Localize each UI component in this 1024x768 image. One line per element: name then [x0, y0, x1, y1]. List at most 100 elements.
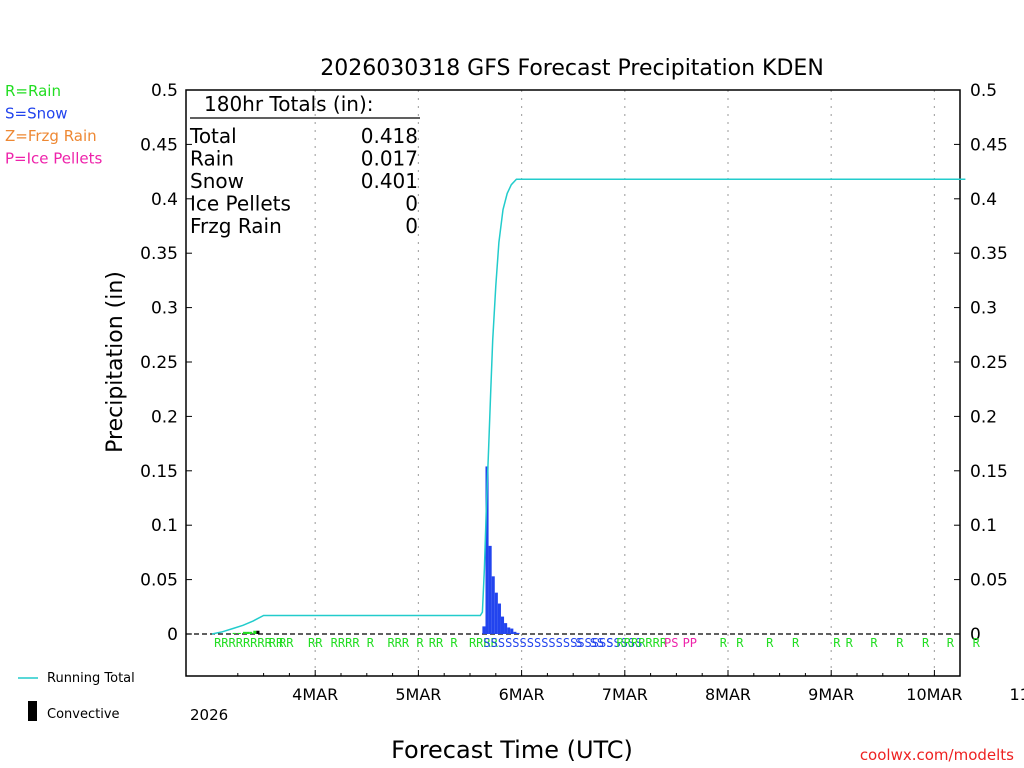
ptype-code-ice: PP — [683, 636, 697, 650]
y-tick-label-right: 0.5 — [970, 81, 997, 101]
y-tick-label-right: 0.2 — [970, 407, 997, 427]
ptype-code-rain: R — [922, 636, 930, 650]
y-tick-label-left: 0.35 — [140, 244, 178, 264]
y-tick-label-left: 0.05 — [140, 571, 178, 591]
credit-text: coolwx.com/modelts — [860, 746, 1014, 764]
ptype-legend: R=Rain S=Snow Z=Frzg Rain P=Ice Pellets — [5, 82, 102, 168]
y-tick-label-left: 0.5 — [151, 81, 178, 101]
snow-bar — [497, 603, 501, 634]
totals-label: Total — [189, 124, 237, 148]
rain-bar — [232, 632, 236, 634]
snow-bar — [494, 592, 498, 634]
ptype-code-rain: R — [736, 636, 744, 650]
snow-bar — [500, 616, 505, 634]
rain-bar — [249, 631, 253, 634]
legend-snow: S=Snow — [5, 105, 68, 123]
x-year-label: 2026 — [190, 706, 228, 724]
ptype-code-rain: RR — [308, 636, 323, 650]
ptype-code-rain: R — [766, 636, 774, 650]
legend-frzg: Z=Frzg Rain — [5, 127, 97, 145]
y-tick-label-left: 0.4 — [151, 190, 178, 210]
ptype-code-snow: S — [606, 636, 613, 650]
ptype-code-rain: R — [846, 636, 854, 650]
ptype-code-rain: R — [947, 636, 955, 650]
y-tick-label-right: 0.45 — [970, 135, 1008, 155]
y-tick-label-left: 0.15 — [140, 462, 178, 482]
totals-value: 0.401 — [361, 169, 418, 193]
snow-bar — [513, 631, 517, 634]
ptype-code-snow: SS — [590, 636, 604, 650]
legend-bar-swatch — [28, 701, 37, 721]
x-tick-label: 7MAR — [602, 685, 648, 704]
x-tick-label: 10MAR — [906, 685, 962, 704]
running-total-layer — [211, 178, 966, 635]
ptype-code-rain: R — [720, 636, 728, 650]
legend-running-total: Running Total — [47, 671, 135, 686]
ptype-code-snow: S — [575, 636, 582, 650]
y-tick-label-right: 0.3 — [970, 299, 997, 319]
snow-bar — [488, 545, 492, 634]
totals-value: 0 — [405, 192, 418, 216]
ptype-code-rain: R — [792, 636, 800, 650]
x-tick-label: 8MAR — [705, 685, 751, 704]
plot-frame — [185, 89, 961, 677]
ptype-code-rain: R — [870, 636, 878, 650]
totals-value: 0 — [405, 214, 418, 238]
y-tick-label-left: 0.3 — [151, 299, 178, 319]
ptype-row: RRRRRRRR RRRR RR RRRR R RRR R RR R RRRRSSSSSS… — [214, 636, 981, 650]
y-tick-label-right: 0.25 — [970, 353, 1008, 373]
totals-value: 0.418 — [361, 124, 418, 148]
totals-label: Frzg Rain — [190, 214, 282, 238]
legend-rain: R=Rain — [5, 82, 61, 100]
ptype-code-rain: RRR R — [387, 636, 424, 650]
rain-bar — [242, 631, 247, 634]
ptype-code-rain: R — [833, 636, 841, 650]
x-axis-label: Forecast Time (UTC) — [391, 736, 633, 764]
totals-value: 0.017 — [361, 147, 418, 171]
y-tick-label-right: 0.15 — [970, 462, 1008, 482]
legend-ice: P=Ice Pellets — [5, 150, 102, 168]
x-tick-label: 11MAR — [1009, 685, 1024, 704]
y-tick-label-left: 0.25 — [140, 353, 178, 373]
ptype-code-ice: PS — [664, 636, 678, 650]
snow-bar — [482, 626, 486, 634]
y-tick-label-left: 0.45 — [140, 135, 178, 155]
rain-bar — [237, 632, 241, 634]
x-tick-label: 6MAR — [499, 685, 545, 704]
y-tick-label-right: 0.1 — [970, 516, 997, 536]
ptype-code-rain: RRRRRRRR RR — [214, 636, 294, 650]
totals-label: Ice Pellets — [190, 192, 291, 216]
y-tick-label-right: 0.4 — [970, 190, 997, 210]
ptype-code-rain: RRRR R — [331, 636, 375, 650]
x-tick-label: 5MAR — [395, 685, 441, 704]
y-tick-label-left: 0.1 — [151, 516, 178, 536]
x-tick-label: 4MAR — [292, 685, 338, 704]
snow-bar — [485, 466, 489, 634]
running-total-line — [211, 178, 966, 635]
ptype-code-snow: SSSSSSSSSSSSSSSSSSSSSS — [483, 636, 642, 650]
ptype-code-rain: R — [896, 636, 904, 650]
series-legend: Running Total Convective — [18, 671, 135, 722]
y-tick-label-left: 0 — [167, 625, 178, 645]
axes: 0 00.05 0.050.1 0.10.15 0.150.2 0.20.25 0.250.… — [140, 81, 1024, 704]
snow-bar — [516, 632, 520, 634]
ptype-code-rain: R — [973, 636, 981, 650]
rain-bar — [246, 631, 250, 634]
snow-bar — [504, 623, 508, 634]
ptype-code-rain: RR R — [429, 636, 459, 650]
totals-label: Snow — [190, 169, 244, 193]
precip-bars — [232, 466, 520, 634]
rain-bar — [253, 630, 257, 634]
y-tick-label-right: 0.35 — [970, 244, 1008, 264]
snow-bar — [510, 628, 514, 634]
x-tick-label: 9MAR — [808, 685, 854, 704]
y-tick-label-right: 0 — [970, 625, 981, 645]
snow-bar — [507, 627, 511, 634]
totals-label: Rain — [190, 147, 234, 171]
totals-box: 180hr Totals (in): Total 0.418 Rain 0.017 Sno… — [189, 92, 420, 238]
y-tick-label-left: 0.2 — [151, 407, 178, 427]
ptype-code-rain: RRRRRRR — [617, 636, 668, 650]
grid-lines — [186, 90, 960, 676]
ptype-code-rain: RRRR — [469, 636, 499, 650]
